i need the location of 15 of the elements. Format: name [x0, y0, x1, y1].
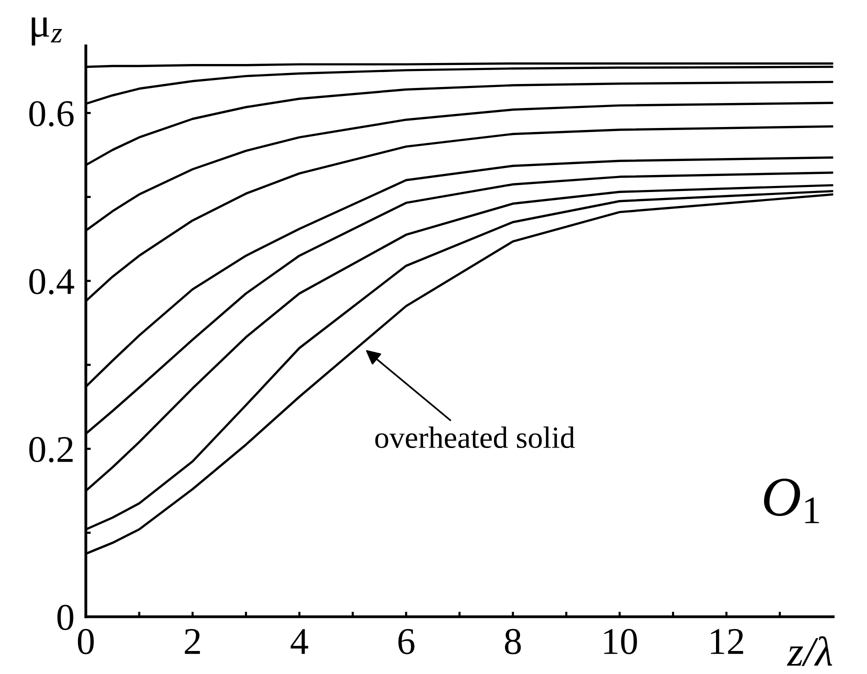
y-axis-title: μ$_{z}$ [32, 18, 62, 46]
x-tick-label: 10 [604, 628, 637, 654]
x-tick-label: 8 [504, 628, 521, 654]
x-tick-label: 6 [398, 629, 414, 654]
annotation: O$_{1}$ [764, 478, 819, 524]
x-axis-title: z/λ [786, 636, 832, 666]
x-tick-label: 12 [710, 629, 744, 654]
x-tick-label: 2 [184, 629, 200, 654]
annotation: overheated solid [375, 426, 575, 448]
y-tick-label: 0.4 [29, 268, 74, 294]
y-tick-label: 0 [57, 604, 74, 630]
x-tick-label: 4 [290, 629, 308, 654]
y-tick-label: 0.2 [29, 436, 73, 462]
y-tick-label: 0.6 [29, 101, 74, 127]
x-tick-label: 0 [78, 628, 94, 654]
